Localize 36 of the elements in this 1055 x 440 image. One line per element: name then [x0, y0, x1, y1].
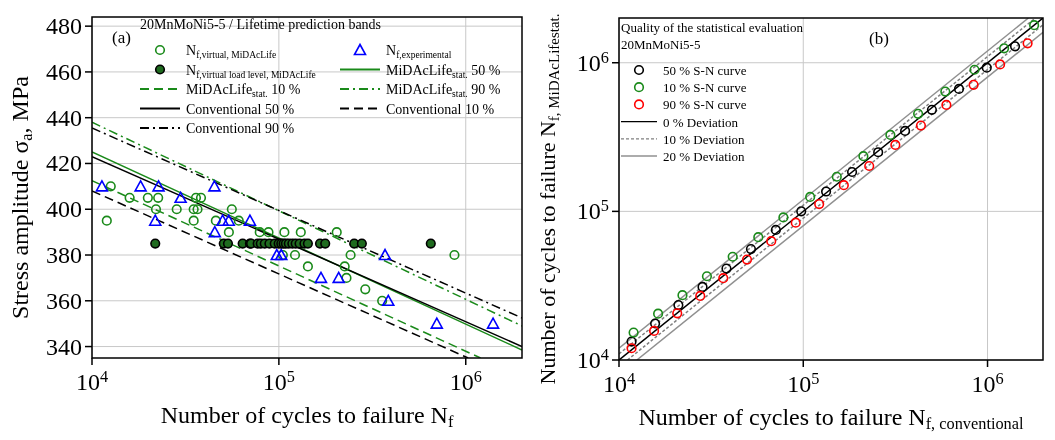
annotation: (a): [112, 28, 131, 47]
legend-label: 0 % Deviation: [663, 114, 739, 130]
y-tick-label: 420: [46, 150, 82, 177]
x-tick-label: 10$^{4}$: [75, 367, 109, 395]
legend-label: Conventional 90 %: [186, 121, 295, 136]
legend-title: 20MnMoNi5-5 / Lifetime prediction bands: [140, 17, 382, 32]
y-tick-label: 380: [46, 242, 82, 269]
x-tick-label: 10$^{6}$: [449, 367, 482, 395]
x-axis-title: Number of cycles to failure N$_{f, conventional}$: [638, 404, 1025, 434]
x-tick-label: 10$^{6}$: [971, 369, 1004, 397]
x-tick-label: 10$^{5}$: [787, 369, 820, 397]
y-tick-label: 360: [46, 287, 82, 314]
legend-label: MiDAcLife$_{stat.}$ 10 %: [186, 82, 301, 99]
annotation: (b): [869, 29, 889, 48]
legend-label: MiDAcLife$_{stat.}$ 90 %: [386, 82, 501, 99]
legend-label: 10 % Deviation: [663, 131, 746, 147]
x-axis-title: Number of cycles to failure N$_{f}$: [160, 402, 454, 432]
legend-label: N$_{f,virtual, MiDAcLife}$: [186, 43, 277, 60]
legend-label: Conventional 50 %: [186, 101, 295, 117]
x-tick-label: 10$^{5}$: [262, 367, 295, 395]
legend-label: 90 % S-N curve: [663, 97, 747, 113]
legend-label: 10 % S-N curve: [663, 80, 747, 96]
y-tick-label: 480: [46, 13, 82, 40]
y-tick-label: 440: [46, 104, 82, 131]
y-tick-label: 340: [46, 333, 82, 360]
legend-label: 50 % S-N curve: [663, 63, 747, 78]
legend-title: Quality of the statistical evaluation 20MnMoNi5-5: [621, 20, 804, 52]
legend-label: N$_{f,virtual load level, MiDAcLife}$: [186, 62, 316, 80]
legend-label: MiDAcLife$_{stat.}$ 50 %: [386, 62, 501, 80]
legend-label: 20 % Deviation: [663, 149, 746, 164]
legend-label: N$_{f,experimental}$: [386, 43, 452, 60]
legend-label: Conventional 10 %: [386, 101, 495, 117]
y-tick-label: 10$^{5}$: [576, 196, 609, 225]
y-tick-label: 400: [46, 196, 82, 223]
y-tick-label: 10$^{6}$: [576, 48, 609, 76]
y-tick-label: 460: [46, 58, 82, 85]
